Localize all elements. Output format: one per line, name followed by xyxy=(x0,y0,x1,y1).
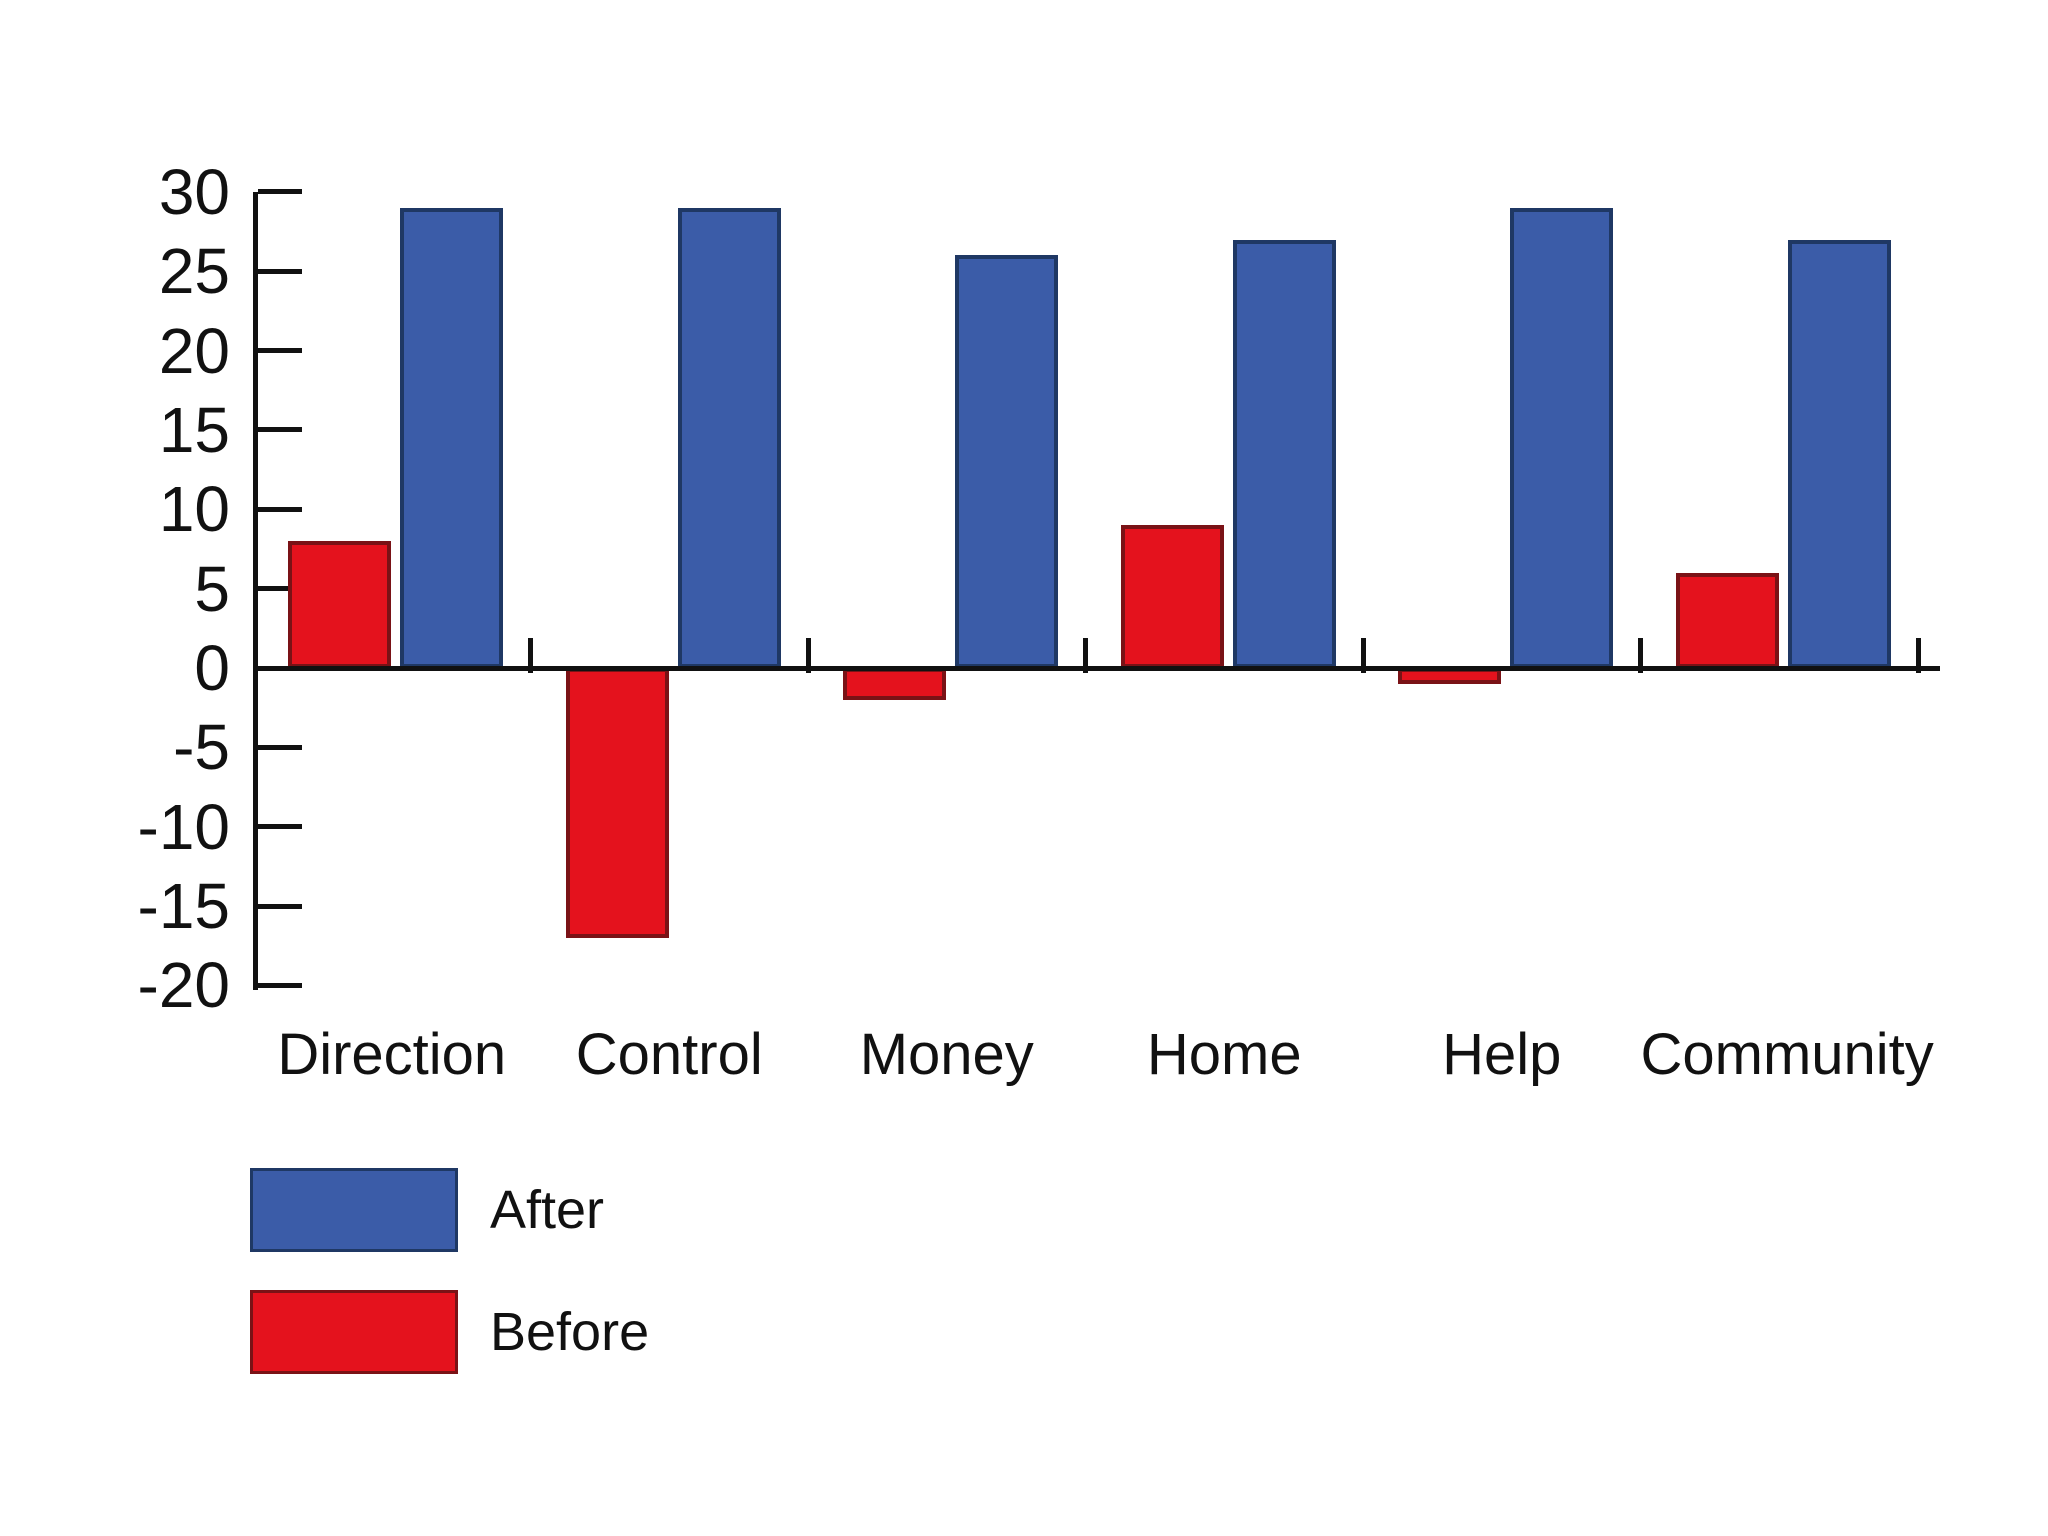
category-label: Help xyxy=(1442,1022,1562,1087)
bar-after-help xyxy=(1510,207,1613,668)
bar-before-home xyxy=(1120,525,1224,668)
x-axis-tick xyxy=(1915,638,1921,673)
y-axis-tick-label: 25 xyxy=(158,235,230,308)
x-axis-tick xyxy=(805,638,811,673)
x-axis-tick xyxy=(1083,638,1088,673)
category-label: Direction xyxy=(277,1022,507,1087)
bar-before-money xyxy=(843,668,946,700)
y-axis-tick xyxy=(258,903,302,909)
y-axis-tick-label: 5 xyxy=(194,552,230,625)
y-axis-tick-label: -20 xyxy=(137,949,231,1022)
x-axis-tick xyxy=(528,638,533,673)
category-label: Money xyxy=(859,1022,1034,1087)
bar-before-community xyxy=(1675,572,1779,668)
y-axis-tick-label: 30 xyxy=(158,155,230,228)
bar-after-community xyxy=(1787,239,1891,668)
x-axis-baseline xyxy=(253,665,1940,671)
category-label: Control xyxy=(575,1022,763,1087)
category-label: Home xyxy=(1146,1022,1302,1087)
y-axis-line xyxy=(253,191,258,991)
bar-after-home xyxy=(1232,239,1336,668)
y-axis-tick xyxy=(258,189,302,195)
y-axis-tick-label: -10 xyxy=(137,790,231,863)
y-axis-tick-label: 10 xyxy=(158,473,230,546)
bar-after-control xyxy=(677,207,781,668)
y-axis-tick xyxy=(258,824,302,830)
bar-before-direction xyxy=(288,541,391,668)
y-axis-tick xyxy=(258,586,302,592)
y-axis-tick xyxy=(258,348,302,354)
legend-swatch-before xyxy=(250,1290,458,1374)
bar-after-money xyxy=(955,255,1058,668)
x-axis-tick xyxy=(1360,638,1366,673)
y-axis-tick-label: 0 xyxy=(194,632,230,704)
y-axis-tick xyxy=(258,982,302,988)
y-axis-tick xyxy=(258,427,302,433)
legend-label-after: After xyxy=(490,1180,605,1240)
bar-before-control xyxy=(565,668,669,938)
y-axis-tick xyxy=(258,506,302,512)
y-axis-tick-label: -15 xyxy=(137,870,231,943)
y-axis-tick-label: -5 xyxy=(173,711,230,784)
y-axis-tick xyxy=(258,268,302,274)
legend-swatch-after xyxy=(250,1168,458,1252)
y-axis-tick xyxy=(258,744,302,750)
x-axis-tick xyxy=(1638,638,1643,673)
category-label: Community xyxy=(1640,1022,1934,1087)
y-axis-tick-label: 20 xyxy=(158,314,230,387)
y-axis-tick-label: 15 xyxy=(158,393,230,466)
bar-after-direction xyxy=(400,207,503,668)
legend-label-before: Before xyxy=(490,1302,650,1362)
